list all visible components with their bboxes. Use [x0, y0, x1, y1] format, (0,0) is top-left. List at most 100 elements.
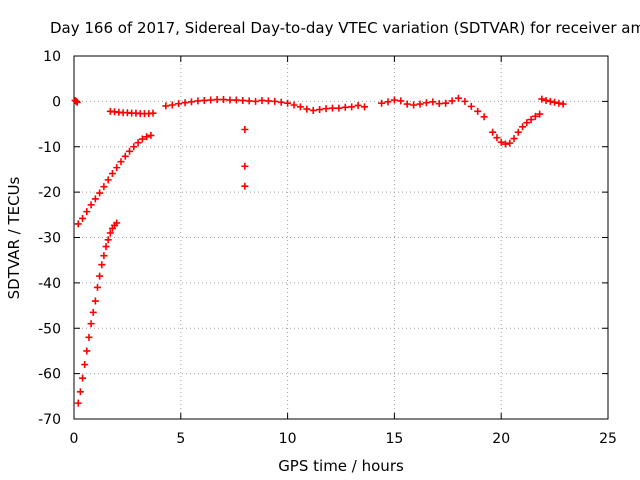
- data-point: [354, 101, 362, 109]
- data-point: [87, 201, 95, 209]
- data-point: [384, 98, 392, 106]
- data-point: [277, 98, 285, 106]
- series-late-point: [480, 113, 488, 121]
- data-point: [546, 97, 554, 105]
- data-point: [79, 374, 87, 382]
- data-point: [559, 100, 567, 108]
- y-tick-label: 0: [52, 94, 61, 110]
- x-tick-label: 0: [70, 431, 79, 447]
- data-point: [89, 308, 97, 316]
- data-point: [252, 97, 260, 105]
- x-tick-label: 25: [599, 431, 617, 447]
- series-afternoon: [378, 94, 482, 115]
- data-point: [108, 170, 116, 178]
- data-point: [168, 101, 176, 109]
- data-point: [91, 297, 99, 305]
- data-point: [98, 261, 106, 269]
- data-point: [138, 135, 146, 143]
- data-point: [93, 283, 101, 291]
- data-point: [239, 96, 247, 104]
- data-point: [76, 388, 84, 396]
- data-point: [290, 101, 298, 109]
- data-point: [538, 95, 546, 103]
- data-point: [416, 100, 424, 108]
- series-last-points: [536, 110, 544, 118]
- data-point: [181, 99, 189, 107]
- data-point: [454, 94, 462, 102]
- data-point: [510, 135, 518, 143]
- data-point: [106, 229, 114, 237]
- data-point: [91, 195, 99, 203]
- data-point: [121, 152, 129, 160]
- data-point: [100, 252, 108, 260]
- y-tick-label: -70: [38, 412, 61, 428]
- data-point: [360, 103, 368, 111]
- data-point: [410, 101, 418, 109]
- data-point: [303, 105, 311, 113]
- data-point: [531, 112, 539, 120]
- data-point: [506, 139, 514, 147]
- data-point: [213, 96, 221, 104]
- data-point: [442, 99, 450, 107]
- data-point: [309, 106, 317, 114]
- x-tick-labels: 0 5 10 15 20 25: [70, 431, 617, 447]
- data-point: [87, 320, 95, 328]
- data-point: [514, 128, 522, 136]
- series-outliers: [241, 126, 249, 190]
- x-tick-label: 5: [176, 431, 185, 447]
- data-point: [126, 147, 134, 155]
- data-point: [207, 96, 215, 104]
- data-point: [348, 103, 356, 111]
- x-tick-label: 20: [492, 431, 510, 447]
- data-point: [551, 98, 559, 106]
- data-point: [422, 99, 430, 107]
- series-plateau-early: [106, 107, 157, 118]
- data-point: [85, 333, 93, 341]
- series-end-plateau: [538, 95, 567, 108]
- data-point: [316, 106, 324, 114]
- data-point: [328, 104, 336, 112]
- grid-lines: [74, 56, 608, 419]
- data-point: [147, 131, 155, 139]
- data-point: [187, 98, 195, 106]
- data-point: [220, 96, 228, 104]
- data-point: [474, 107, 482, 115]
- y-tick-label: -50: [38, 321, 61, 337]
- y-tick-label: -10: [38, 140, 61, 156]
- data-point: [497, 138, 505, 146]
- data-points: [71, 94, 567, 407]
- data-point: [527, 116, 535, 124]
- data-point: [523, 119, 531, 127]
- data-point: [335, 104, 343, 112]
- data-point: [461, 97, 469, 105]
- data-point: [74, 399, 82, 407]
- x-tick-label: 15: [385, 431, 403, 447]
- x-tick-label: 10: [279, 431, 297, 447]
- data-point: [448, 97, 456, 105]
- data-point: [113, 164, 121, 172]
- y-tick-label: -60: [38, 367, 61, 383]
- series-start-dip: [71, 96, 81, 106]
- series-steep-recovery: [74, 219, 121, 407]
- data-point: [96, 272, 104, 280]
- data-point: [117, 158, 125, 166]
- data-point: [480, 113, 488, 121]
- data-point: [194, 97, 202, 105]
- data-point: [232, 96, 240, 104]
- axis-ticks: [73, 55, 609, 420]
- data-point: [271, 97, 279, 105]
- data-point: [519, 123, 527, 131]
- data-point: [536, 110, 544, 118]
- y-tick-labels: -70 -60 -50 -40 -30 -20 -10 0 10: [38, 49, 61, 428]
- series-main-daytime: [162, 96, 368, 114]
- data-point: [72, 97, 80, 105]
- data-point: [284, 99, 292, 107]
- data-point: [258, 96, 266, 104]
- data-point: [226, 96, 234, 104]
- data-point: [149, 109, 157, 117]
- data-point: [83, 347, 91, 355]
- data-point: [200, 96, 208, 104]
- data-point: [322, 105, 330, 113]
- data-point: [403, 100, 411, 108]
- data-point: [100, 183, 108, 191]
